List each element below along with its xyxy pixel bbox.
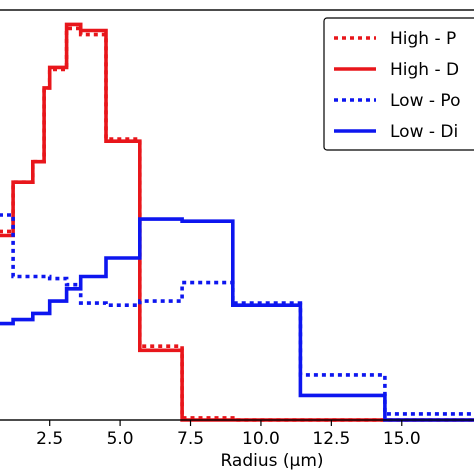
x-tick-label: 7.5 [177,429,204,449]
legend-box [323,17,474,151]
x-tick-label: 5.0 [107,429,134,449]
x-tick-label: 10.0 [242,429,280,449]
x-tick-label: 15.0 [383,429,421,449]
legend-label-3: Low - Po [390,91,460,111]
legend-label-1: High - P [390,29,456,49]
legend: High - P High - D Low - Po Low - Di [323,17,474,151]
legend-label-2: High - D [390,60,459,80]
x-axis-label: Radius (μm) [220,451,323,471]
x-tick-label: 12.5 [312,429,350,449]
series-line-2 [0,22,474,422]
series-group [0,22,474,422]
series-line-4 [0,217,474,422]
plot-frame [0,9,474,421]
axes-group [0,9,474,421]
series-line-3 [0,213,474,416]
legend-label-4: Low - Di [390,122,458,142]
x-axis-ticks: 2.5 5.0 7.5 10.0 12.5 15.0 [36,420,421,449]
x-tick-label: 2.5 [36,429,63,449]
